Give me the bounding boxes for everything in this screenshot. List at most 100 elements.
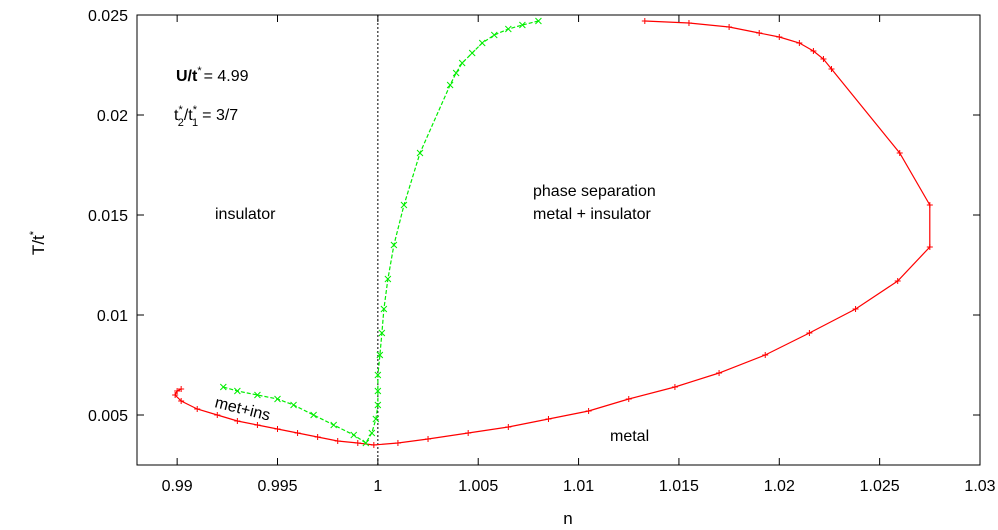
x-tick-label: 1.02 — [764, 478, 795, 495]
data-point — [194, 406, 201, 412]
data-point — [370, 442, 377, 448]
data-point — [726, 24, 733, 30]
data-point — [810, 48, 817, 54]
y-axis-label: T/t* — [28, 230, 48, 255]
x-tick-label: 0.995 — [257, 478, 297, 495]
data-point — [400, 201, 408, 209]
data-point — [926, 202, 933, 208]
data-point — [478, 39, 486, 47]
data-point — [254, 391, 261, 399]
svg-text:T/t*: T/t* — [28, 230, 48, 255]
data-point — [234, 418, 241, 424]
data-point — [716, 370, 723, 376]
plot-area — [172, 15, 933, 465]
data-point — [314, 434, 321, 440]
y-tick-label: 0.005 — [88, 408, 128, 425]
data-point — [505, 424, 512, 430]
data-point — [274, 395, 281, 403]
x-axis-label: n — [563, 509, 572, 528]
series-red — [172, 18, 933, 448]
u-parameter-label: U/t* = 4.99 — [176, 65, 249, 85]
data-point — [685, 20, 692, 26]
x-tick-label: 0.99 — [162, 478, 193, 495]
data-point — [350, 431, 358, 439]
data-point — [896, 150, 903, 156]
insulator-annotation: insulator — [215, 206, 276, 223]
data-point — [458, 59, 466, 67]
data-point — [294, 430, 301, 436]
phase-separation-annotation: phase separation — [533, 183, 656, 200]
y-tick-label: 0.02 — [97, 108, 128, 125]
y-tick-label: 0.015 — [88, 208, 128, 225]
x-tick-label: 1 — [373, 478, 382, 495]
data-point — [641, 18, 648, 24]
data-point — [390, 241, 398, 249]
data-point — [625, 396, 632, 402]
data-point — [796, 40, 803, 46]
data-point — [374, 371, 382, 379]
data-point — [374, 401, 382, 409]
data-point — [504, 25, 512, 33]
data-point — [820, 56, 827, 62]
data-point — [372, 415, 380, 423]
data-point — [374, 387, 382, 395]
data-point — [671, 384, 678, 390]
data-point — [376, 351, 384, 359]
data-point — [354, 440, 361, 446]
series-line — [223, 20, 539, 444]
series-green — [219, 17, 542, 447]
data-point — [384, 275, 392, 283]
data-point — [178, 398, 185, 404]
data-point — [535, 17, 542, 25]
data-point — [452, 69, 460, 77]
data-point — [852, 306, 859, 312]
data-point — [585, 408, 592, 414]
x-tick-label: 1.01 — [563, 478, 594, 495]
data-point — [378, 329, 386, 337]
data-point — [468, 49, 476, 57]
data-point — [806, 330, 813, 336]
data-point — [490, 31, 498, 39]
data-point — [828, 66, 835, 72]
x-tick-label: 1.005 — [458, 478, 498, 495]
data-point — [274, 426, 281, 432]
data-point — [254, 422, 261, 428]
x-axis: 0.99 0.995 1 1.005 1.01 1.015 1.02 1.025 1.03 — [162, 15, 996, 495]
data-point — [926, 244, 933, 250]
data-point — [330, 421, 338, 429]
met-ins-annotation: met+ins — [213, 394, 272, 424]
data-point — [290, 401, 297, 409]
data-point — [362, 439, 370, 447]
y-tick-label: 0.025 — [88, 8, 128, 25]
series-line — [174, 20, 931, 446]
y-axis: 0.005 0.01 0.015 0.02 0.025 — [88, 8, 980, 425]
metal-annotation: metal — [610, 428, 649, 445]
data-point — [380, 305, 388, 313]
data-point — [310, 411, 317, 419]
data-point — [894, 278, 901, 284]
data-point — [519, 21, 526, 29]
x-tick-label: 1.015 — [659, 478, 699, 495]
data-point — [446, 81, 454, 89]
data-point — [425, 436, 432, 442]
data-point — [756, 30, 763, 36]
data-point — [545, 416, 552, 422]
data-point — [368, 429, 376, 437]
data-point — [214, 412, 221, 418]
data-point — [776, 34, 783, 40]
data-point — [178, 386, 185, 392]
data-point — [416, 149, 424, 157]
t-ratio-parameter-label: t* 2/t* 1 = 3/7 — [174, 104, 238, 129]
data-point — [172, 392, 179, 398]
y-tick-label: 0.01 — [97, 308, 128, 325]
data-point — [219, 383, 227, 391]
data-point — [174, 388, 181, 394]
x-tick-label: 1.025 — [860, 478, 900, 495]
data-point — [394, 440, 401, 446]
data-point — [762, 352, 769, 358]
x-tick-label: 1.03 — [964, 478, 995, 495]
data-point — [465, 430, 472, 436]
plot-frame — [136, 14, 981, 466]
data-point — [234, 387, 241, 395]
